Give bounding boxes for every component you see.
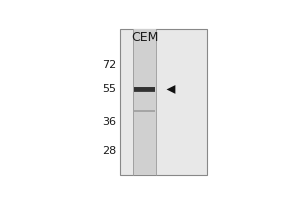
Text: CEM: CEM [131,31,158,44]
Text: 55: 55 [103,84,117,94]
Bar [134,87,155,91]
Polygon shape [167,85,176,94]
Bar [134,110,155,112]
Bar [133,29,156,175]
Bar [134,88,155,91]
Text: 36: 36 [103,117,117,127]
Text: 28: 28 [102,146,117,156]
Bar [120,29,207,175]
Bar [134,87,155,92]
Text: 72: 72 [102,60,117,70]
